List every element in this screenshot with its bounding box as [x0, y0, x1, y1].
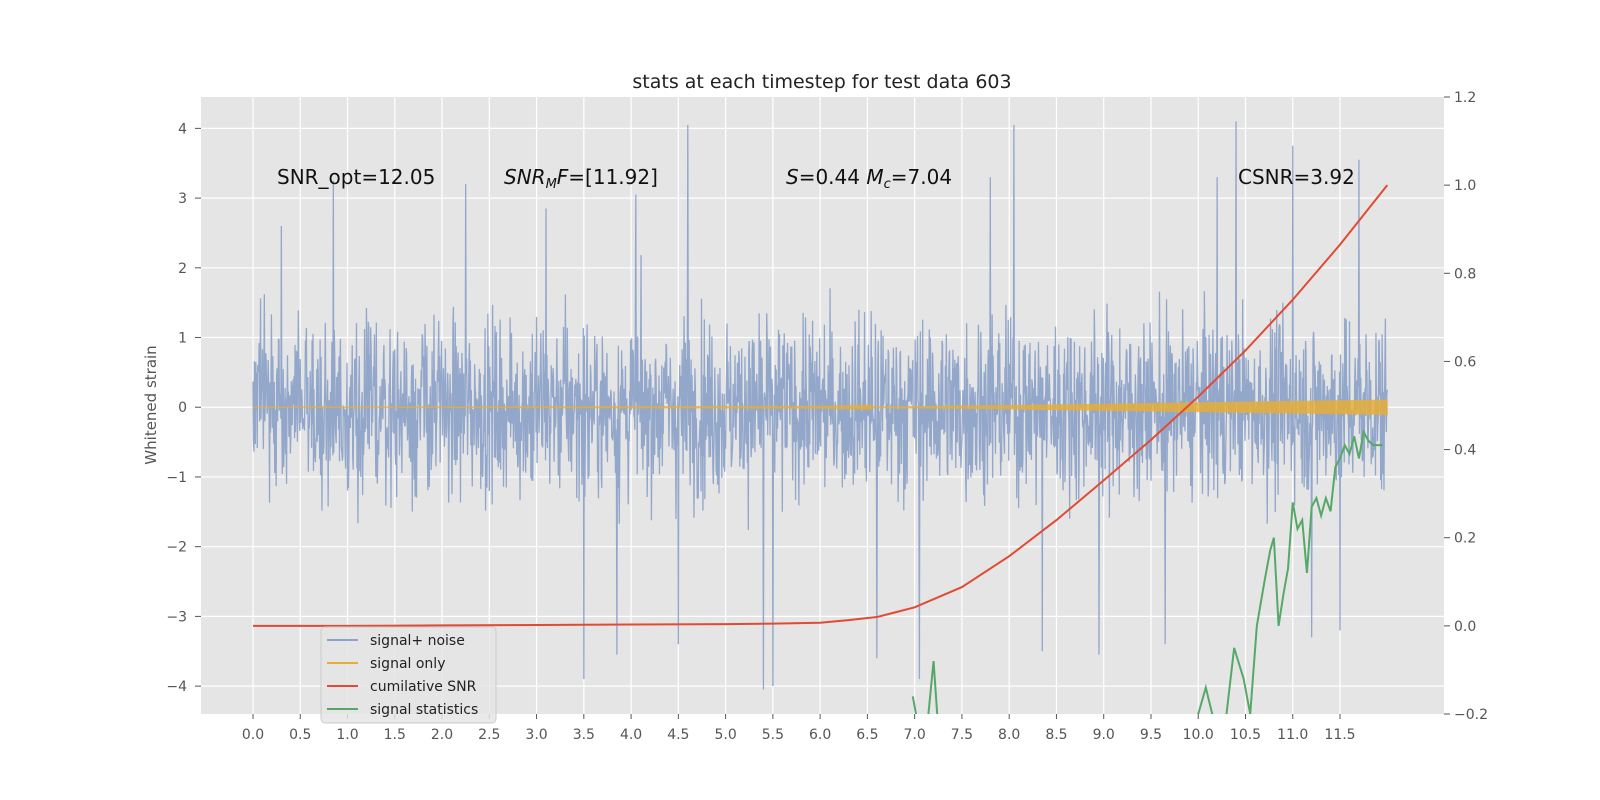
- legend-label-3: signal statistics: [370, 702, 478, 718]
- annotation-snr_mf: SNRMF=[11.92]: [504, 165, 658, 192]
- x-tick-label-19: 9.5: [1140, 727, 1162, 743]
- x-tick-label-3: 1.5: [384, 727, 406, 743]
- y-tick-label-6: −2: [166, 540, 187, 556]
- x-tick-label-22: 11.0: [1277, 727, 1308, 743]
- x-tick-label-23: 11.5: [1324, 727, 1355, 743]
- y-tick-label-8: −4: [166, 679, 187, 695]
- y-tick-label-1: 3: [178, 191, 187, 207]
- annotation-snr_opt: SNR_opt=12.05: [277, 165, 435, 189]
- y2-tick-label-4: 0.4: [1454, 443, 1476, 459]
- y2-tick-label-0: 1.2: [1454, 90, 1476, 106]
- legend: signal+ noise signal only cumilative SNR si…: [320, 626, 497, 724]
- y-tick-label-3: 1: [178, 331, 187, 347]
- y-tick-label-0: 4: [178, 121, 187, 137]
- x-tick-label-4: 2.0: [431, 727, 453, 743]
- y-tick-label-7: −3: [166, 609, 187, 625]
- y-axis-left: 4 3 2 1 0 −1 −2 −3 −4: [166, 121, 201, 695]
- y2-tick-label-7: −0.2: [1454, 707, 1488, 723]
- annotation-s_mc: S=0.44 Mc=7.04: [786, 165, 952, 192]
- legend-label-1: signal only: [370, 656, 445, 672]
- y2-tick-label-3: 0.6: [1454, 354, 1476, 370]
- annotations: SNR_opt=12.05 SNRMF=[11.92] S=0.44 Mc=7.04…: [277, 165, 1355, 192]
- x-tick-label-14: 7.0: [904, 727, 926, 743]
- x-tick-label-18: 9.0: [1093, 727, 1115, 743]
- x-tick-label-2: 1.0: [336, 727, 358, 743]
- x-tick-label-11: 5.5: [762, 727, 784, 743]
- y-tick-label-4: 0: [178, 400, 187, 416]
- x-tick-label-9: 4.5: [667, 727, 689, 743]
- annotation-csnr: CSNR=3.92: [1238, 165, 1355, 189]
- series-layer: [252, 121, 1389, 714]
- x-tick-label-17: 8.5: [1045, 727, 1067, 743]
- legend-label-2: cumilative SNR: [370, 679, 477, 695]
- series-signal-only-line: [252, 399, 1388, 415]
- x-axis: 0.0 0.5 1.0 1.5 2.0 2.5 3.0 3.5 4.0 4.5 5.0 5.5 6.0 6…: [242, 714, 1356, 743]
- x-tick-label-7: 3.5: [573, 727, 595, 743]
- x-tick-label-6: 3.0: [525, 727, 547, 743]
- series-signal-statistics-line: [911, 428, 1383, 714]
- y2-tick-label-2: 0.8: [1454, 266, 1476, 282]
- x-tick-label-21: 10.5: [1230, 727, 1261, 743]
- series-cumulative-snr-line: [252, 184, 1389, 627]
- chart-title: stats at each timestep for test data 603: [632, 71, 1011, 93]
- y-tick-label-5: −1: [166, 470, 187, 486]
- y2-tick-label-1: 1.0: [1454, 178, 1476, 194]
- x-tick-label-16: 8.0: [998, 727, 1020, 743]
- x-tick-label-1: 0.5: [289, 727, 311, 743]
- legend-label-0: signal+ noise: [370, 633, 465, 649]
- x-tick-label-0: 0.0: [242, 727, 264, 743]
- y-axis-right: 1.2 1.0 0.8 0.6 0.4 0.2 0.0 −0.2: [1444, 90, 1488, 723]
- x-tick-label-13: 6.5: [856, 727, 878, 743]
- y-tick-label-2: 2: [178, 261, 187, 277]
- y-axis-label: Whitened strain: [142, 345, 160, 464]
- x-tick-label-5: 2.5: [478, 727, 500, 743]
- legend-box: [320, 626, 497, 724]
- y2-tick-label-5: 0.2: [1454, 531, 1476, 547]
- x-tick-label-20: 10.0: [1183, 727, 1214, 743]
- y2-tick-label-6: 0.0: [1454, 619, 1476, 635]
- x-tick-label-8: 4.0: [620, 727, 642, 743]
- x-tick-label-15: 7.5: [951, 727, 973, 743]
- x-tick-label-10: 5.0: [714, 727, 736, 743]
- x-tick-label-12: 6.0: [809, 727, 831, 743]
